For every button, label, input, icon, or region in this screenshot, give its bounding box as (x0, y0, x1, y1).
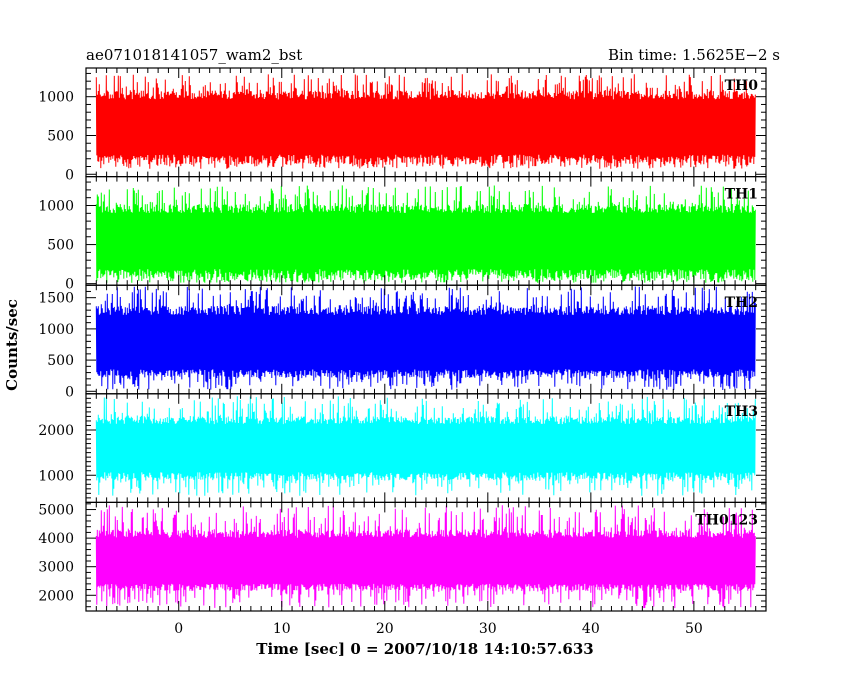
x-tick-label: 20 (376, 621, 394, 637)
x-tick-label: 30 (479, 621, 497, 637)
x-tick-label: 0 (174, 621, 183, 637)
panel-label-th3: TH3 (725, 404, 758, 420)
figure-title-right: Bin time: 1.5625E−2 s (608, 46, 780, 64)
panel-th1: 0 500 1000 TH1 (38, 176, 767, 293)
x-axis: 0 10 20 30 40 50 (174, 621, 703, 637)
x-tick-label: 10 (273, 621, 291, 637)
y-tick-label: 500 (47, 238, 74, 254)
series-line-th0123 (95, 505, 756, 609)
y-tick-label: 1000 (38, 468, 74, 484)
y-tick-label: 0 (65, 277, 74, 293)
y-tick-label: 1000 (38, 199, 74, 215)
y-tick-label: 4000 (38, 531, 74, 547)
series-line-th1 (95, 185, 756, 283)
panels-group: 0 500 1000 TH0 0 500 1000 TH1 0 500 1000 1500 TH2 100… (38, 67, 767, 612)
y-tick-label: 1000 (38, 90, 74, 106)
y-tick-label: 3000 (38, 560, 74, 576)
y-tick-label: 1000 (38, 322, 74, 338)
y-axis-title: Counts/sec (3, 299, 21, 391)
y-tick-label: 2000 (38, 423, 74, 439)
panel-label-th0123: TH0123 (695, 512, 758, 528)
y-tick-label: 1500 (38, 291, 74, 307)
figure-title-left: ae071018141057_wam2_bst (86, 46, 302, 64)
y-tick-label: 2000 (38, 588, 74, 604)
y-tick-label: 0 (65, 167, 74, 183)
panel-th2: 0 500 1000 1500 TH2 (38, 284, 767, 400)
panel-th0123: 2000 3000 4000 5000 TH0123 (38, 501, 767, 612)
panel-label-th2: TH2 (725, 295, 758, 311)
panel-th3: 1000 2000 TH3 (38, 393, 767, 503)
x-tick-label: 50 (685, 621, 703, 637)
x-axis-title: Time [sec] 0 = 2007/10/18 14:10:57.633 (256, 640, 593, 658)
series-line-th2 (95, 286, 756, 391)
panel-label-th1: TH1 (725, 187, 758, 203)
y-tick-label: 0 (65, 384, 74, 400)
panel-label-th0: TH0 (725, 78, 759, 94)
y-tick-label: 500 (47, 128, 74, 144)
series-line-th0 (95, 74, 756, 169)
panel-th0: 0 500 1000 TH0 (38, 67, 767, 183)
y-tick-label: 500 (47, 353, 74, 369)
series-line-th3 (95, 396, 756, 496)
y-tick-label: 5000 (38, 503, 74, 519)
x-tick-label: 40 (582, 621, 600, 637)
